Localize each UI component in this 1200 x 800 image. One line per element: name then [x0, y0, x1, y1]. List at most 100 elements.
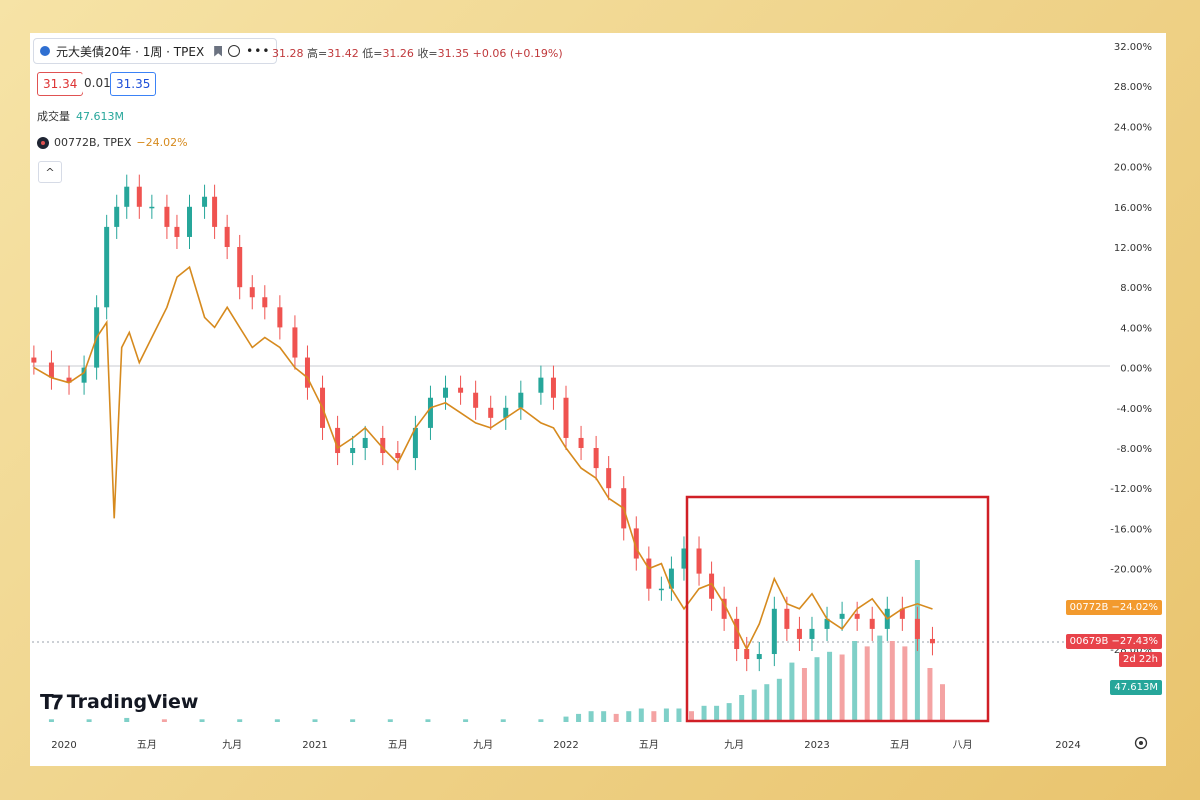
volume-bar: [714, 705, 720, 722]
candle-body: [473, 392, 479, 408]
candle-body: [187, 206, 192, 237]
candle-body: [104, 226, 110, 308]
candle-body: [756, 654, 762, 660]
chart-panel: [30, 33, 1166, 766]
highlight-rectangle: [685, 495, 990, 723]
x-tick-label: 五月: [890, 739, 910, 751]
ohlc-low: 低=31.26: [362, 47, 414, 60]
candle-body: [633, 528, 639, 559]
candle-body: [646, 558, 652, 589]
volume-bar: [161, 719, 167, 722]
volume-bar: [350, 719, 356, 722]
candle-body: [696, 548, 702, 574]
candle-body: [734, 618, 740, 649]
settings-icon[interactable]: [1134, 736, 1148, 750]
compare-line-00772B: [33, 265, 933, 651]
candle-body: [380, 437, 386, 454]
volume-bar: [764, 684, 770, 722]
candle-body: [249, 287, 255, 298]
candle-body: [66, 377, 72, 383]
volume-bar: [751, 689, 757, 722]
spread-value: 0.01: [82, 72, 113, 94]
y-tick-label: 0.00%: [1120, 364, 1152, 375]
candle-body: [721, 598, 727, 619]
candle-body: [538, 377, 544, 393]
volume-bar: [839, 654, 845, 722]
volume-bar: [626, 711, 632, 722]
x-tick-label: 五月: [639, 739, 659, 751]
collapse-legend-button[interactable]: ^: [38, 161, 62, 183]
ohlc-high: 高=31.42: [307, 47, 359, 60]
volume-bar: [613, 713, 619, 722]
candle-body: [202, 196, 208, 207]
candle-body: [869, 618, 875, 629]
ohlc-values: 31.28 高=31.42 低=31.26 收=31.35 +0.06 (+0.…: [272, 45, 563, 61]
candle-body: [824, 618, 830, 629]
ohlc-close: 收=31.35: [417, 47, 470, 60]
y-tick-label: -16.00%: [1110, 524, 1152, 535]
x-tick-label: 九月: [473, 739, 493, 751]
x-tick-label: 五月: [137, 739, 157, 751]
volume-bar: [651, 711, 657, 722]
volume-bar: [199, 719, 205, 722]
candle-body: [929, 638, 935, 644]
candle-body: [427, 397, 433, 428]
candle-body: [784, 608, 790, 629]
y-tick-label: 8.00%: [1120, 283, 1152, 294]
candle-body: [362, 437, 368, 448]
x-tick-label: 2024: [1055, 740, 1080, 751]
candle-body: [899, 608, 905, 619]
bid-price-box[interactable]: 31.34: [37, 72, 84, 96]
compare-symbol: 00772B, TPEX: [54, 136, 132, 149]
flag-icon[interactable]: [214, 45, 223, 57]
candle-body: [262, 297, 268, 308]
volume-value: 47.613M: [76, 110, 124, 123]
candle-body: [458, 387, 464, 393]
more-icon[interactable]: •••: [246, 44, 271, 58]
candle-body: [174, 226, 180, 237]
ohlc-change: +0.06 (+0.19%): [472, 47, 563, 60]
candle-body: [796, 628, 802, 639]
y-tick-label: 28.00%: [1114, 82, 1152, 93]
candle-body: [503, 407, 509, 418]
volume-bar: [86, 719, 92, 722]
brand-text: TradingView: [66, 691, 199, 713]
eye-icon[interactable]: [228, 45, 241, 57]
volume-bar: [701, 705, 707, 722]
candle-body: [212, 196, 218, 227]
compare-legend[interactable]: 00772B, TPEX −24.02%: [37, 136, 188, 149]
volume-bar: [940, 684, 945, 722]
y-tick-label: 4.00%: [1120, 323, 1152, 334]
y-tick-label: -28.00%: [1110, 645, 1152, 656]
candle-body: [335, 427, 341, 454]
y-tick-label: 16.00%: [1114, 203, 1152, 214]
symbol-chip[interactable]: 元大美債20年 · 1周 · TPEX •••: [33, 38, 278, 64]
y-tick-label: -20.00%: [1110, 565, 1152, 576]
candle-body: [237, 247, 243, 288]
volume-bar: [274, 719, 280, 722]
ask-price-box[interactable]: 31.35: [110, 72, 157, 96]
volume-bar: [927, 668, 933, 722]
tradingview-logo: T𝟕 TradingView: [40, 690, 198, 714]
volume-bar: [638, 708, 644, 722]
candle-body: [658, 588, 664, 591]
x-tick-label: 2021: [302, 740, 327, 751]
candle-body: [164, 206, 170, 227]
volume-bar: [877, 635, 883, 722]
candle-body: [606, 468, 612, 489]
volume-label: 成交量: [37, 110, 70, 123]
y-tick-label: 24.00%: [1114, 122, 1152, 133]
volume-bar: [789, 662, 795, 722]
volume-bar: [852, 641, 858, 722]
volume-bar: [124, 717, 130, 722]
volume-bar: [387, 719, 393, 722]
candle-body: [518, 392, 524, 408]
y-tick-label: -4.00%: [1117, 404, 1152, 415]
main-price-tag: 00679B −27.43%: [1065, 634, 1162, 649]
x-tick-label: 2020: [51, 740, 76, 751]
volume-bar: [814, 657, 820, 722]
candle-body: [771, 608, 777, 655]
candle-body: [136, 186, 142, 207]
globe-icon: [40, 46, 50, 56]
